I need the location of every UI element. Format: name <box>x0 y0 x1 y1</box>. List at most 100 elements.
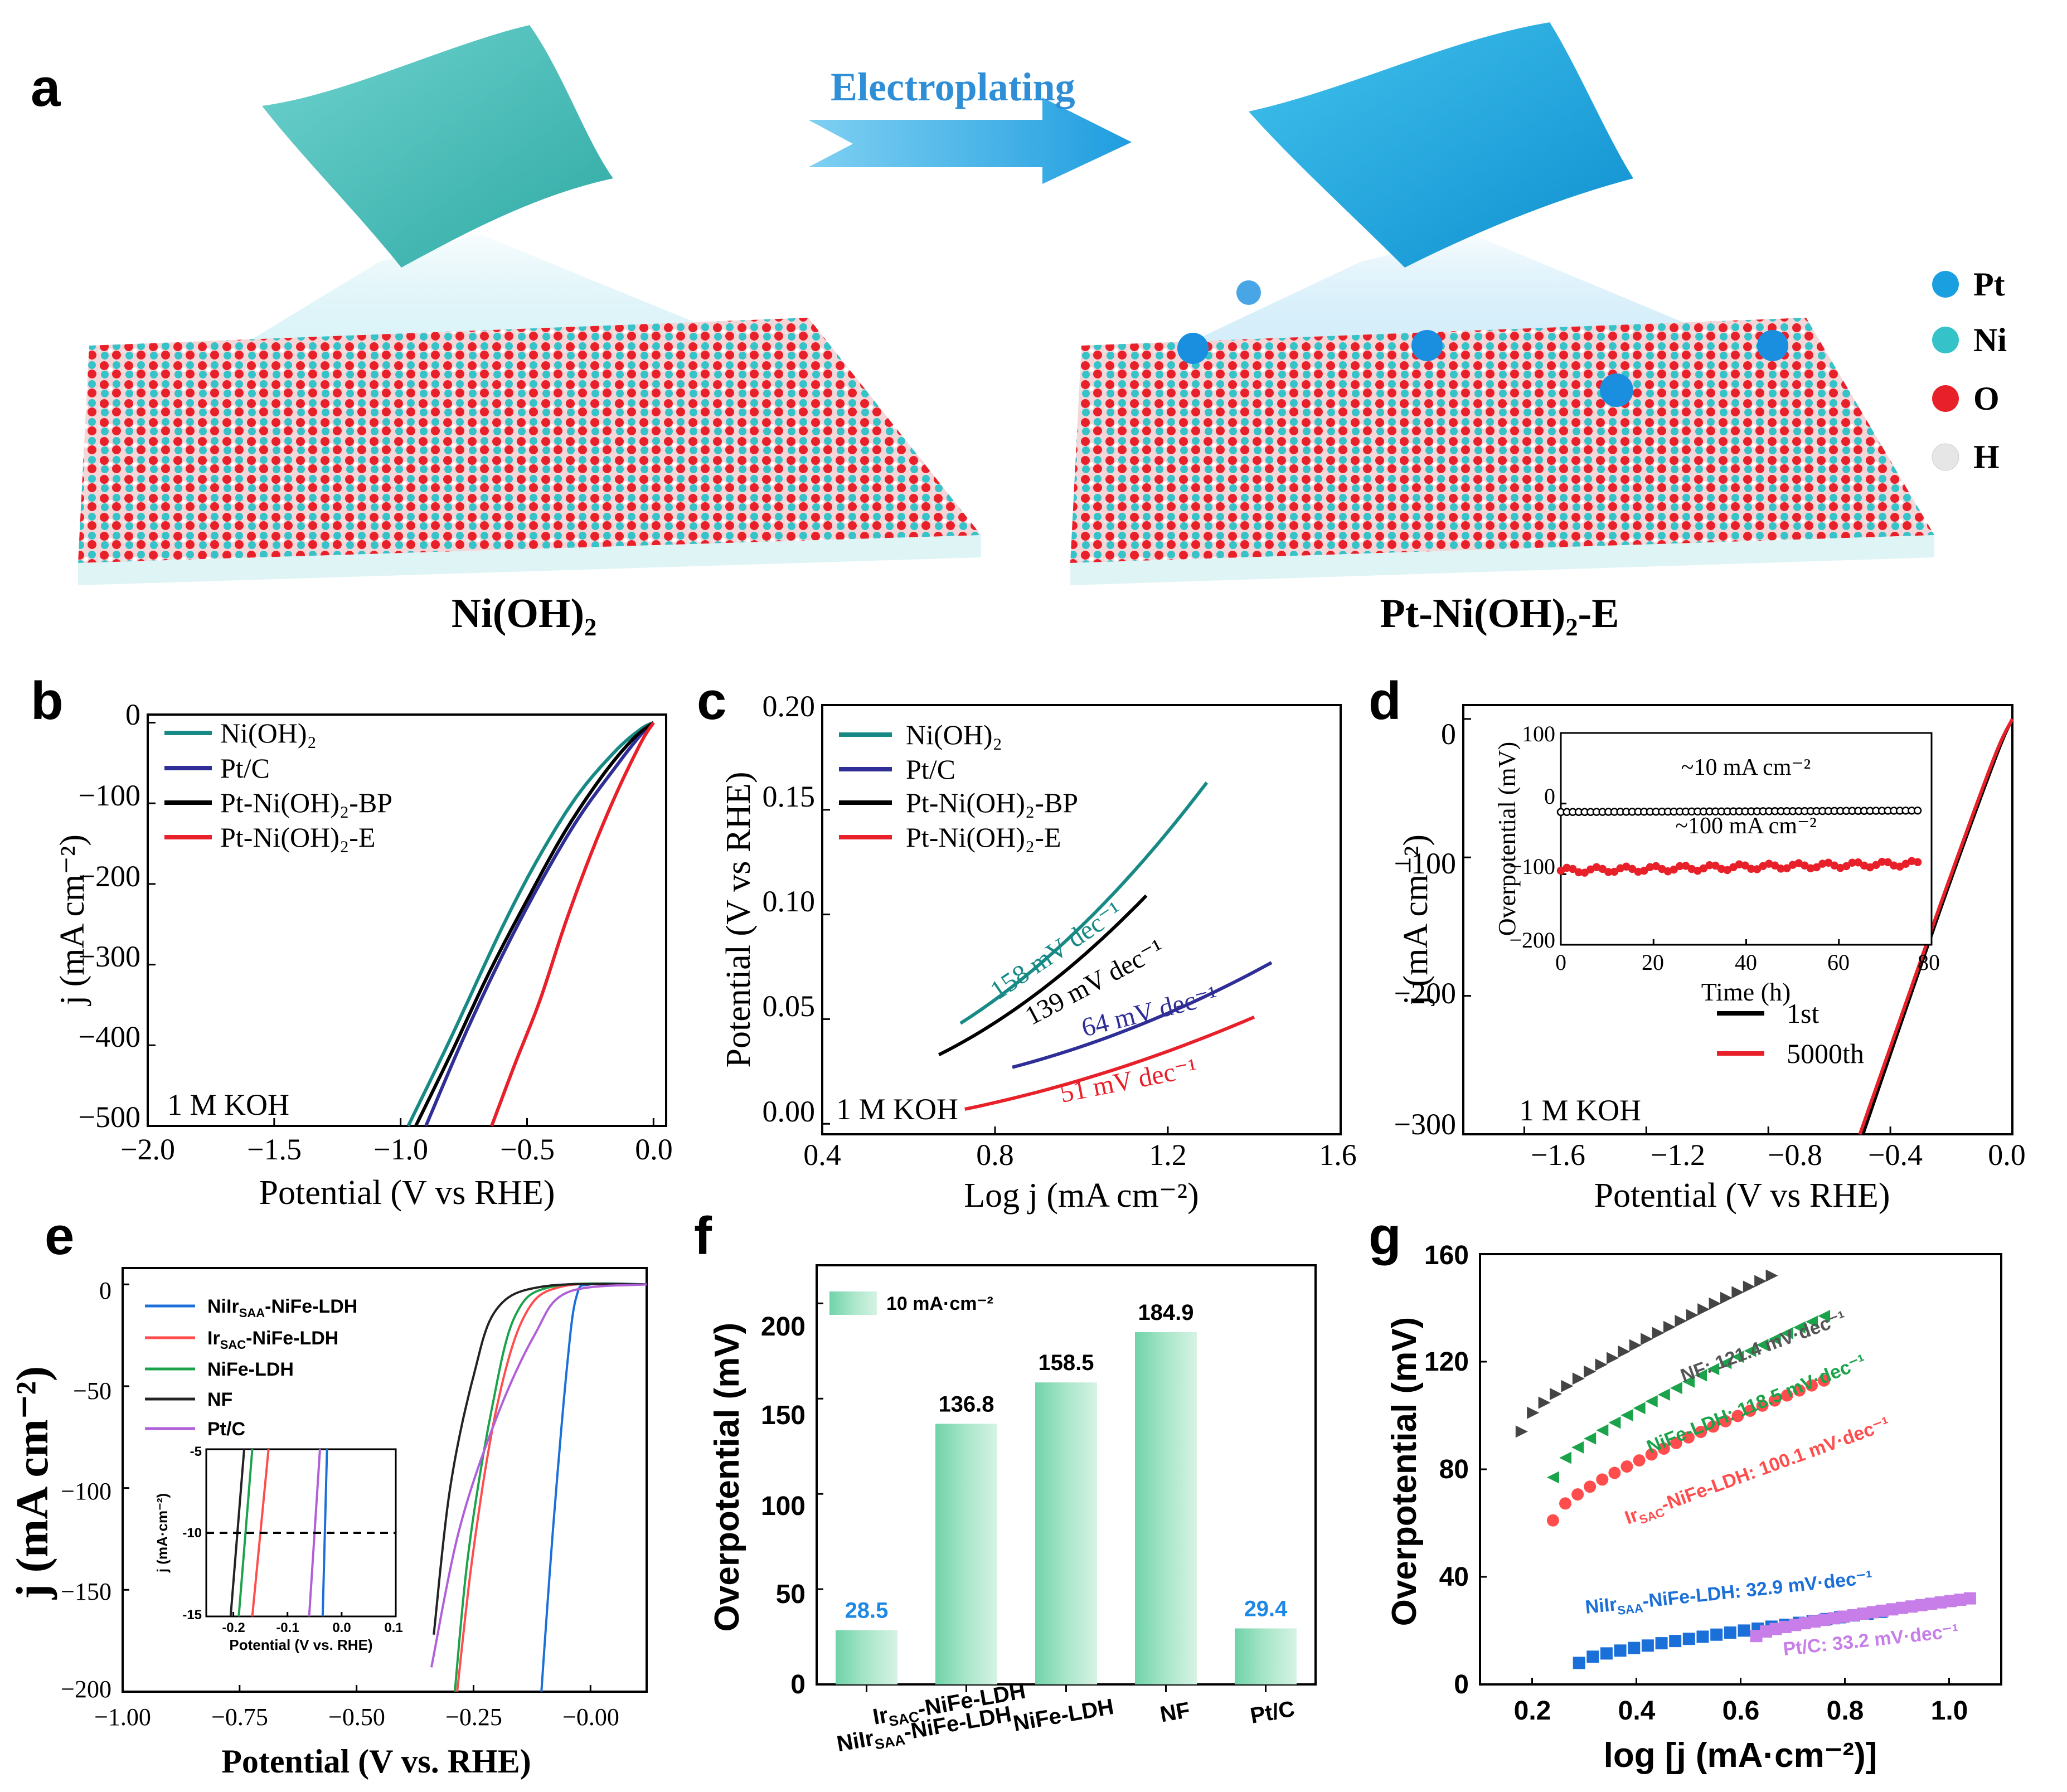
pt-atom <box>1177 333 1209 364</box>
point-irsac-nife-ldh <box>1731 1410 1744 1422</box>
point-nf <box>1550 1388 1562 1400</box>
y-tick-label: 100 <box>761 1492 806 1521</box>
point-nf <box>1754 1275 1767 1288</box>
point-nife-ldh <box>1793 1321 1806 1334</box>
x-tick-label: 0.2 <box>1514 1696 1551 1726</box>
y-tick-label: 0 <box>1544 784 1555 809</box>
inset-zoom: -0.2 -0.1 0.0 0.1 -5 -10 -15 Potential (… <box>154 1444 403 1653</box>
series-line-nf <box>433 1283 647 1635</box>
inset-point <box>1854 858 1862 867</box>
inset-y-axis-title: Overpotential (mV) <box>1493 742 1521 936</box>
x-tick-label: 0.0 <box>635 1133 673 1166</box>
legend-swatch <box>829 1291 877 1315</box>
x-tick-labels: −2.0 −1.5 −1.0 −0.5 0.0 <box>120 1133 673 1166</box>
x-tick-label: −1.5 <box>247 1133 302 1166</box>
inset-x-tick-labels: -0.2 -0.1 0.0 0.1 <box>222 1620 402 1635</box>
inset-y-axis-title: j (mA·cm⁻²) <box>154 1493 171 1573</box>
point-pt-c <box>1895 1601 1908 1614</box>
y-tick-label: −200 <box>61 1676 111 1703</box>
lattice-left <box>78 318 981 563</box>
x-tick-label: −1.0 <box>373 1133 428 1166</box>
y-tick-label: −300 <box>79 940 140 973</box>
legend-label: NiIrSAA-NiFe-LDH <box>207 1296 357 1320</box>
legend-label: Ni(OH)₂ <box>906 719 1002 750</box>
y-tick-label: 0 <box>125 698 140 731</box>
inset-line-niirsaa-nife-ldh <box>321 1449 328 1617</box>
series-line-nife-ldh <box>453 1282 647 1692</box>
annotation-1m-koh: 1 M KOH <box>167 1088 289 1121</box>
point-niirsaa-nife-ldh <box>1724 1626 1736 1639</box>
legend-label: 1st <box>1787 998 1819 1029</box>
bar-nf <box>1135 1332 1197 1684</box>
point-irsac-nife-ldh <box>1793 1384 1806 1397</box>
legend-label-o: O <box>1973 380 2000 417</box>
y-tick-label: 100 <box>1522 721 1555 746</box>
point-nf <box>1675 1315 1687 1327</box>
series-line-pt-c <box>1012 961 1273 1069</box>
point-nife-ldh <box>1744 1344 1757 1357</box>
point-nf <box>1765 1269 1778 1282</box>
legend: NiIrSAA-NiFe-LDH IrSAC-NiFe-LDH NiFe-LDH… <box>145 1296 357 1440</box>
point-nife-ldh <box>1584 1432 1597 1445</box>
inset-point <box>1753 865 1762 873</box>
inset-plot-area <box>1556 732 1933 946</box>
inset-y-tick-labels: 100 0 −100 −200 <box>1509 721 1555 953</box>
y-tick-label: 0.15 <box>763 780 816 813</box>
point-nf <box>1538 1396 1551 1409</box>
point-pt-c <box>1837 1610 1850 1623</box>
plot-frame <box>147 713 667 1127</box>
series-line-niirsaa-nife-ldh <box>540 1282 647 1692</box>
y-tick-label: -10 <box>182 1526 202 1541</box>
point-nife-ldh <box>1670 1382 1682 1395</box>
y-tick-labels: 0 −50 −100 −150 −200 <box>61 1277 111 1703</box>
point-nf <box>1641 1333 1653 1346</box>
y-tick-label: 160 <box>1424 1241 1469 1270</box>
point-nf <box>1527 1406 1540 1419</box>
point-pt-c <box>1779 1620 1792 1633</box>
plot-area: 28.5 136.8 158.5 184.9 29.4 <box>817 1300 1297 1692</box>
legend-label: Pt-Ni(OH)₂-BP <box>906 787 1078 818</box>
point-nife-ldh <box>1608 1416 1621 1429</box>
point-niirsaa-nife-ldh <box>1614 1644 1627 1657</box>
point-irsac-nife-ldh <box>1806 1379 1818 1392</box>
point-nf <box>1515 1425 1528 1438</box>
point-nf <box>1731 1286 1744 1299</box>
annotation-1m-koh: 1 M KOH <box>1519 1094 1641 1127</box>
y-tick-labels: 0 −100 −200 −300 −400 −500 <box>79 698 140 1134</box>
point-nife-ldh <box>1559 1451 1571 1464</box>
legend-label-pt: Pt <box>1973 266 2005 303</box>
series-line-pt-ni-oh-bp <box>938 894 1148 1056</box>
x-tick-label: −1.2 <box>1651 1138 1705 1172</box>
point-irsac-nife-ldh <box>1546 1514 1559 1527</box>
x-tick-labels: −1.6 −1.2 −0.8 −0.4 0.0 <box>1531 1138 2026 1172</box>
x-tick-label: 0.4 <box>803 1138 841 1172</box>
x-tick-label: 60 <box>1827 950 1850 975</box>
x-axis-title: Potential (V vs. RHE) <box>221 1743 531 1780</box>
point-irsac-nife-ldh <box>1670 1436 1682 1449</box>
series-line-ni-oh- <box>959 781 1209 1025</box>
point-irsac-nife-ldh <box>1645 1448 1658 1461</box>
point-irsac-nife-ldh <box>1620 1460 1633 1473</box>
x-tick-label: −0.00 <box>562 1703 619 1731</box>
y-tick-label: −100 <box>79 779 140 812</box>
series-line-pt-ni-oh-e <box>964 1015 1255 1111</box>
atom-legend: Pt Ni O H <box>1932 266 2007 475</box>
plot-area <box>1480 1253 1976 1686</box>
inset-point <box>1711 861 1720 870</box>
plot-frame <box>122 1267 648 1693</box>
point-irsac-nife-ldh <box>1818 1374 1831 1387</box>
point-nf <box>1697 1303 1710 1316</box>
point-nf <box>1561 1380 1574 1392</box>
panel-letter-e: e <box>45 1206 74 1266</box>
point-niirsaa-nife-ldh <box>1682 1633 1695 1645</box>
series-line-pt-c <box>424 721 655 1127</box>
point-pt-c <box>1944 1595 1957 1608</box>
y-tick-label: 0.10 <box>763 885 816 918</box>
point-niirsaa-nife-ldh <box>1696 1630 1709 1643</box>
y-tick-label: −200 <box>1394 977 1456 1010</box>
plot-area <box>821 704 1342 1134</box>
bar-pt-c <box>1235 1628 1297 1684</box>
point-irsac-nife-ldh <box>1719 1415 1732 1427</box>
y-tick-label: 120 <box>1424 1347 1469 1377</box>
point-nife-ldh <box>1620 1409 1633 1421</box>
